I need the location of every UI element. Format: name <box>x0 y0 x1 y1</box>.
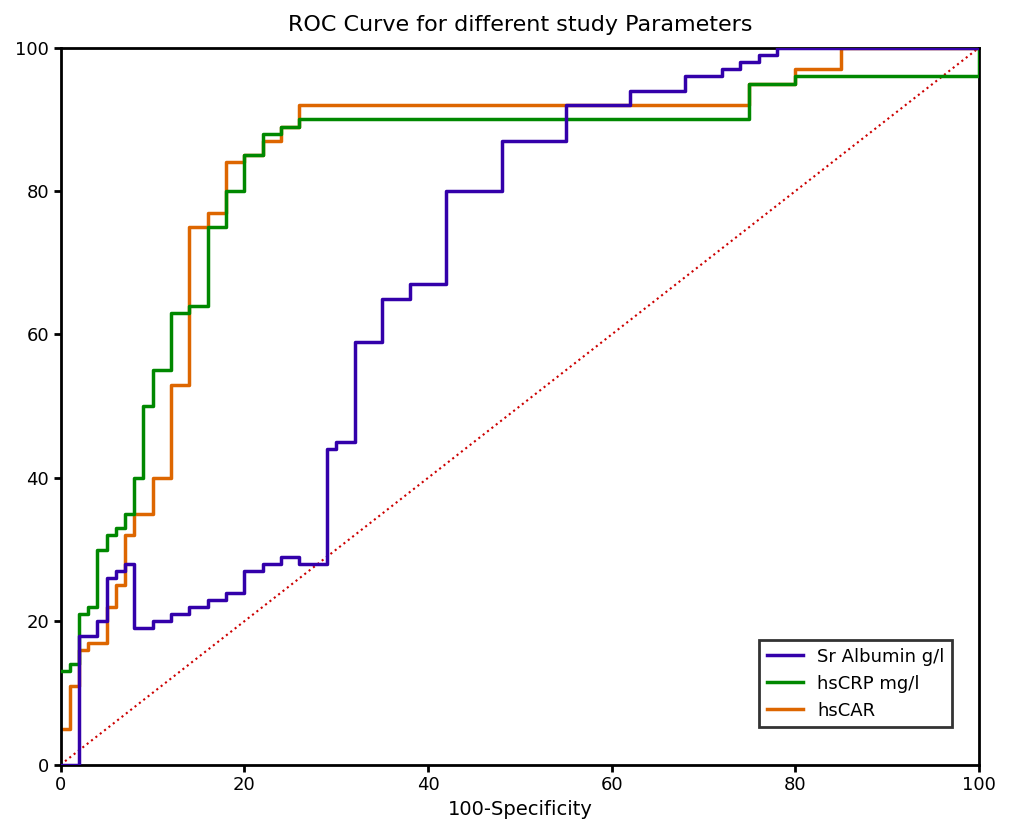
Title: ROC Curve for different study Parameters: ROC Curve for different study Parameters <box>287 15 752 35</box>
X-axis label: 100-Specificity: 100-Specificity <box>448 800 592 819</box>
Legend: Sr Albumin g/l, hsCRP mg/l, hsCAR: Sr Albumin g/l, hsCRP mg/l, hsCAR <box>759 641 951 727</box>
